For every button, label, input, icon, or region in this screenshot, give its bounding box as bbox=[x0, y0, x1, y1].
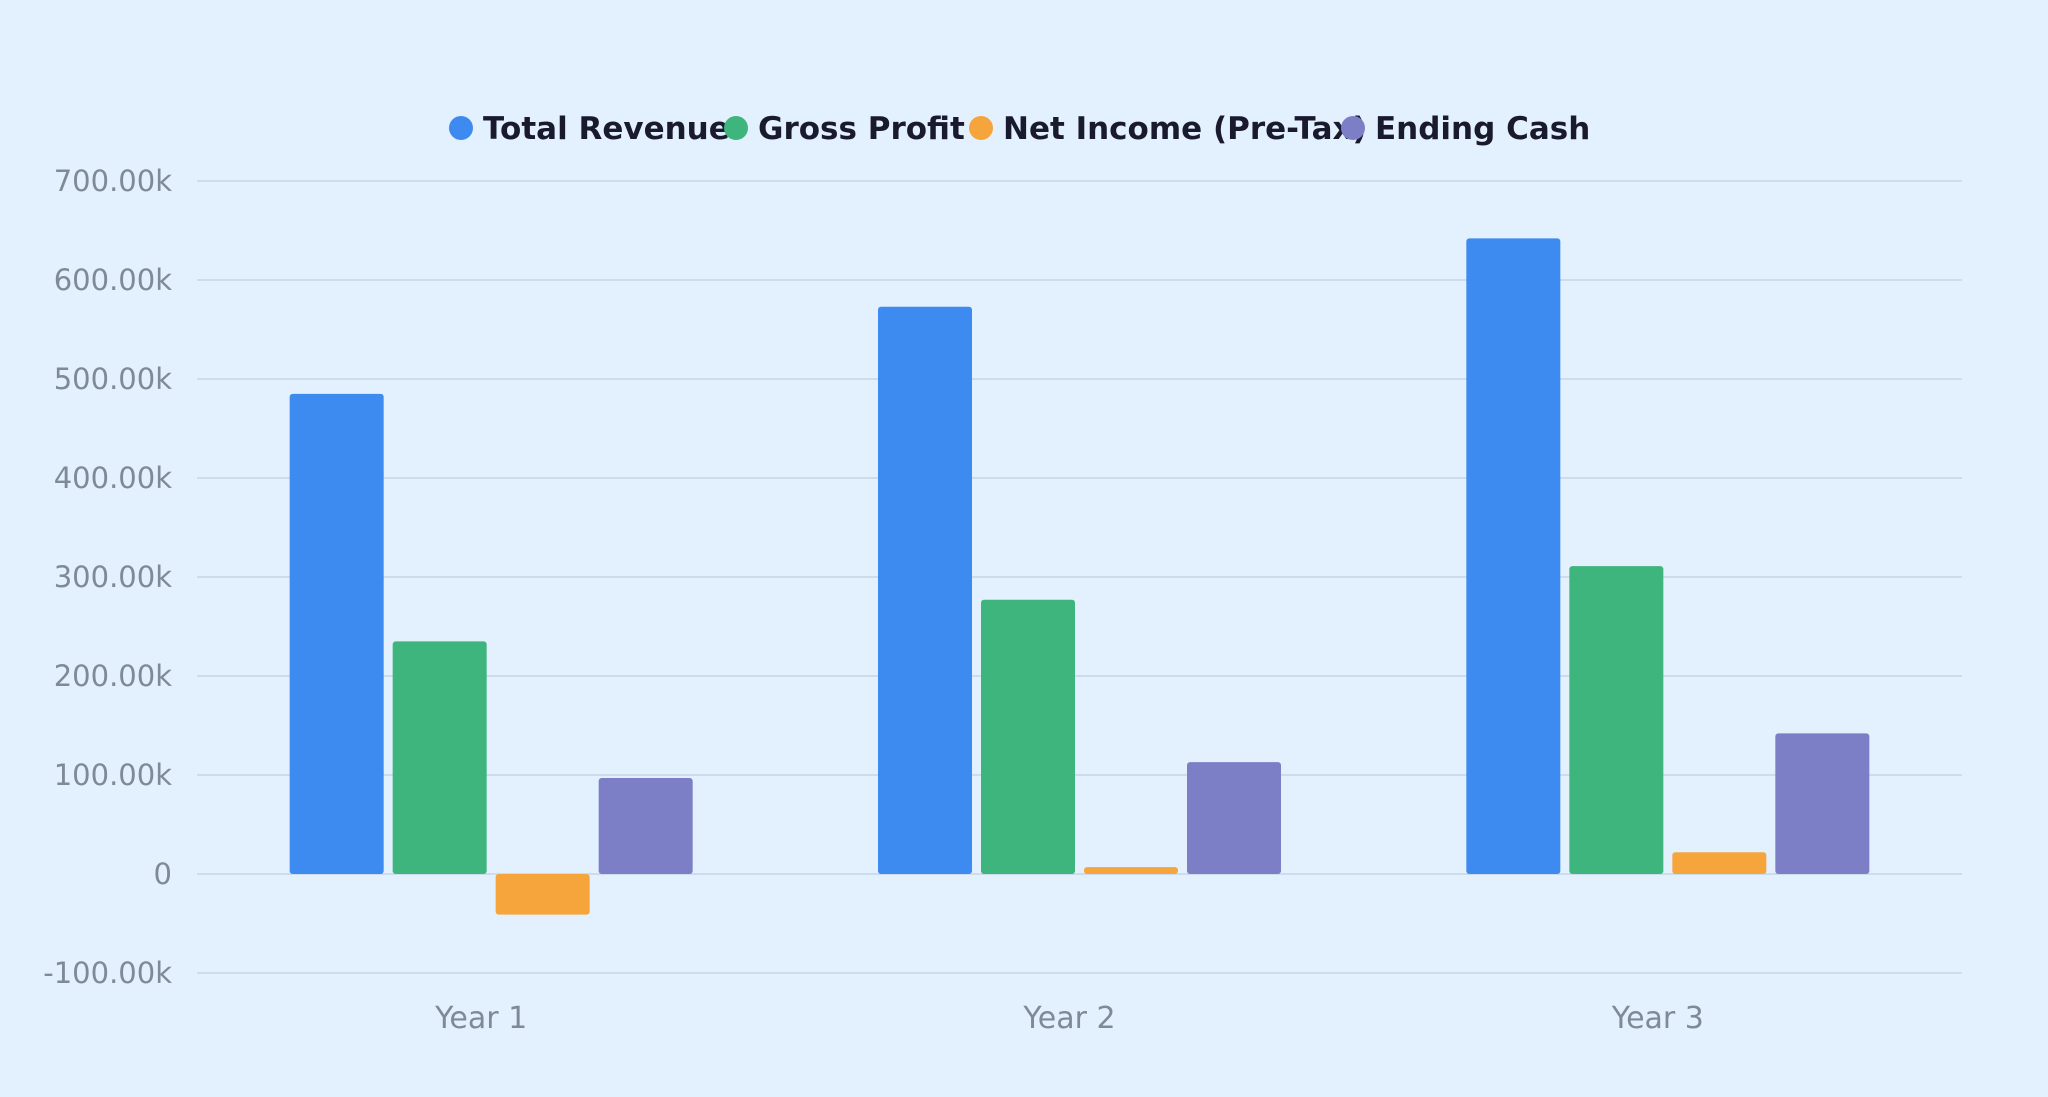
y-tick-label: 400.00k bbox=[54, 461, 172, 495]
legend-marker bbox=[1341, 116, 1365, 140]
bar-gross-profit-1[interactable] bbox=[392, 641, 487, 874]
bar-ending-cash-1[interactable] bbox=[598, 777, 693, 874]
y-tick-label: 600.00k bbox=[54, 263, 172, 297]
legend-marker bbox=[724, 116, 748, 140]
bar-ending-cash-3[interactable] bbox=[1775, 733, 1870, 874]
legend-label: Net Income (Pre-Tax) bbox=[1003, 111, 1367, 147]
y-tick-label: 700.00k bbox=[54, 164, 172, 198]
bar-gross-profit-3[interactable] bbox=[1569, 566, 1664, 874]
bar-total-revenue-2[interactable] bbox=[878, 306, 972, 875]
bar-total-revenue-1[interactable] bbox=[289, 393, 384, 874]
legend-marker bbox=[449, 116, 473, 140]
grid-layer bbox=[197, 180, 1962, 974]
x-category-label: Year 1 bbox=[434, 1001, 527, 1036]
x-axis-categories: Year 1 Year 2 Year 3 bbox=[434, 1001, 1704, 1036]
bar-ending-cash-2[interactable] bbox=[1187, 762, 1281, 874]
y-tick-label: 100.00k bbox=[54, 758, 172, 792]
bar-gross-profit-2[interactable] bbox=[981, 599, 1075, 874]
y-tick-label: -100.00k bbox=[43, 956, 172, 990]
bar-total-revenue-3[interactable] bbox=[1466, 238, 1561, 875]
legend-label: Gross Profit bbox=[758, 111, 965, 147]
y-axis-ticks: 700.00k 600.00k 500.00k 400.00k 300.00k 200.0… bbox=[43, 164, 172, 990]
bar-net-income-pre-tax-1[interactable] bbox=[495, 874, 590, 915]
x-category-label: Year 3 bbox=[1611, 1001, 1704, 1036]
y-tick-label: 500.00k bbox=[54, 362, 172, 396]
y-tick-label: 300.00k bbox=[54, 560, 172, 594]
legend-label: Ending Cash bbox=[1375, 111, 1590, 147]
bars-layer bbox=[289, 238, 1870, 915]
bar-net-income-pre-tax-2[interactable] bbox=[1084, 867, 1178, 874]
legend-item[interactable]: Ending Cash bbox=[1341, 111, 1590, 147]
bar-net-income-pre-tax-3[interactable] bbox=[1672, 852, 1767, 874]
legend[interactable]: Total Revenue Gross Profit Net Income (Pre… bbox=[449, 111, 1590, 147]
legend-label: Total Revenue bbox=[483, 111, 730, 147]
legend-item[interactable]: Gross Profit bbox=[724, 111, 965, 147]
x-category-label: Year 2 bbox=[1022, 1001, 1115, 1036]
y-tick-label: 0 bbox=[154, 857, 172, 891]
legend-item[interactable]: Total Revenue bbox=[449, 111, 730, 147]
legend-item[interactable]: Net Income (Pre-Tax) bbox=[969, 111, 1367, 147]
legend-marker bbox=[969, 116, 993, 140]
y-tick-label: 200.00k bbox=[54, 659, 172, 693]
